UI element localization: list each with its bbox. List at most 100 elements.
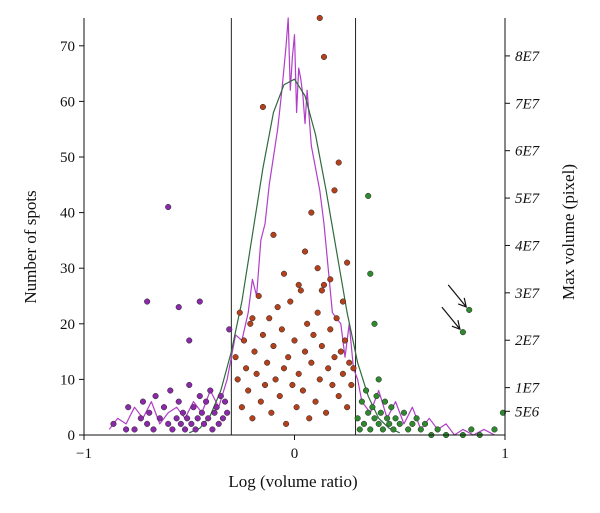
purple-point-31: [207, 387, 214, 394]
brown-point-3: [238, 404, 245, 411]
green-point-30: [468, 426, 475, 433]
annotation-arrow-0: [441, 306, 461, 330]
x-tick-label-0: −1: [76, 446, 92, 462]
brown-point-20: [274, 304, 281, 311]
green-point-1: [356, 426, 363, 433]
brown-point-21: [276, 393, 283, 400]
brown-point-57: [316, 14, 323, 22]
green-point-27: [434, 426, 441, 433]
brown-point-72: [318, 287, 325, 294]
brown-point-31: [297, 287, 304, 294]
brown-point-52: [341, 337, 349, 344]
purple-point-7: [146, 409, 153, 416]
plot-background: [84, 18, 505, 435]
purple-point-26: [196, 393, 203, 400]
purple-point-22: [188, 420, 195, 427]
purple-point-29: [203, 398, 210, 405]
green-point-4: [363, 387, 370, 394]
brown-point-43: [323, 409, 330, 416]
brown-point-14: [261, 381, 269, 389]
purple-point-6: [144, 420, 151, 427]
brown-point-23: [280, 365, 288, 372]
purple-point-36: [217, 393, 224, 400]
brown-point-64: [301, 248, 309, 255]
green-point-24: [417, 426, 424, 433]
purple-point-44: [144, 298, 151, 305]
green-point-8: [371, 415, 378, 422]
purple-point-10: [156, 415, 163, 422]
brown-point-44: [325, 365, 332, 372]
brown-point-26: [287, 298, 294, 305]
purple-point-4: [137, 415, 144, 422]
purple-point-42: [196, 298, 203, 305]
green-point-10: [375, 420, 382, 427]
green-point-6: [367, 426, 374, 433]
histogram-line-layer: [108, 17, 495, 436]
brown-point-65: [344, 259, 351, 266]
purple-point-18: [179, 409, 186, 416]
brown-point-37: [310, 331, 317, 338]
brown-point-63: [270, 231, 277, 238]
y2-tick-label-6: 6E7: [515, 144, 541, 160]
y2-tick-label-0: 5E6: [515, 404, 540, 420]
brown-point-25: [285, 354, 292, 361]
annotation-arrowhead-1: [458, 297, 468, 308]
purple-point-27: [198, 409, 205, 416]
brown-point-19: [272, 376, 279, 383]
y2-tick-label-1: 1E7: [515, 381, 541, 397]
purple-point-21: [186, 381, 193, 389]
green-point-12: [379, 426, 386, 433]
brown-point-6: [245, 387, 252, 394]
brown-point-32: [299, 387, 306, 394]
purple-point-37: [219, 415, 226, 422]
brown-point-54: [346, 359, 353, 366]
brown-point-18: [270, 342, 277, 350]
brown-point-56: [350, 365, 357, 372]
plot-area: [84, 18, 505, 435]
brown-points-layer: [232, 14, 357, 427]
brown-point-27: [289, 381, 296, 389]
annotation-arrowhead-0: [451, 320, 461, 331]
brown-point-24: [283, 420, 290, 427]
brown-point-11: [255, 292, 262, 300]
purple-point-34: [213, 404, 220, 411]
brown-point-62: [308, 209, 315, 216]
purple-point-20: [184, 415, 191, 422]
brown-point-22: [278, 326, 285, 333]
brown-point-67: [280, 270, 288, 277]
brown-point-29: [293, 404, 300, 411]
purple-point-11: [160, 404, 168, 411]
brown-point-12: [257, 398, 264, 405]
purple-point-24: [192, 426, 199, 433]
purple-point-3: [131, 426, 138, 433]
brown-point-28: [291, 337, 298, 344]
brown-point-46: [329, 381, 336, 389]
green-point-36: [371, 320, 378, 327]
brown-point-68: [327, 276, 334, 283]
y2-tick-label-3: 3E7: [514, 286, 541, 302]
y-tick-label-6: 60: [60, 94, 75, 110]
y-tick-label-7: 70: [60, 39, 75, 55]
green-point-2: [358, 398, 365, 405]
brown-point-15: [264, 359, 271, 366]
brown-point-34: [304, 320, 311, 327]
y-tick-label-4: 40: [60, 206, 75, 222]
brown-point-39: [314, 309, 321, 316]
purple-point-41: [186, 337, 193, 344]
gaussian-fit-line: [189, 78, 400, 434]
y-tick-label-3: 30: [60, 261, 75, 277]
x-tick-label-1: 0: [291, 446, 299, 462]
brown-point-36: [308, 359, 315, 366]
brown-point-59: [259, 103, 266, 111]
brown-point-49: [335, 393, 342, 400]
purple-point-39: [224, 409, 231, 416]
green-point-19: [396, 420, 403, 427]
purple-point-2: [125, 404, 132, 411]
histogram-line: [108, 17, 495, 436]
purple-point-5: [139, 398, 146, 405]
brown-point-51: [339, 370, 346, 377]
brown-point-55: [348, 381, 355, 389]
purple-point-32: [209, 426, 216, 433]
green-point-0: [354, 415, 361, 422]
